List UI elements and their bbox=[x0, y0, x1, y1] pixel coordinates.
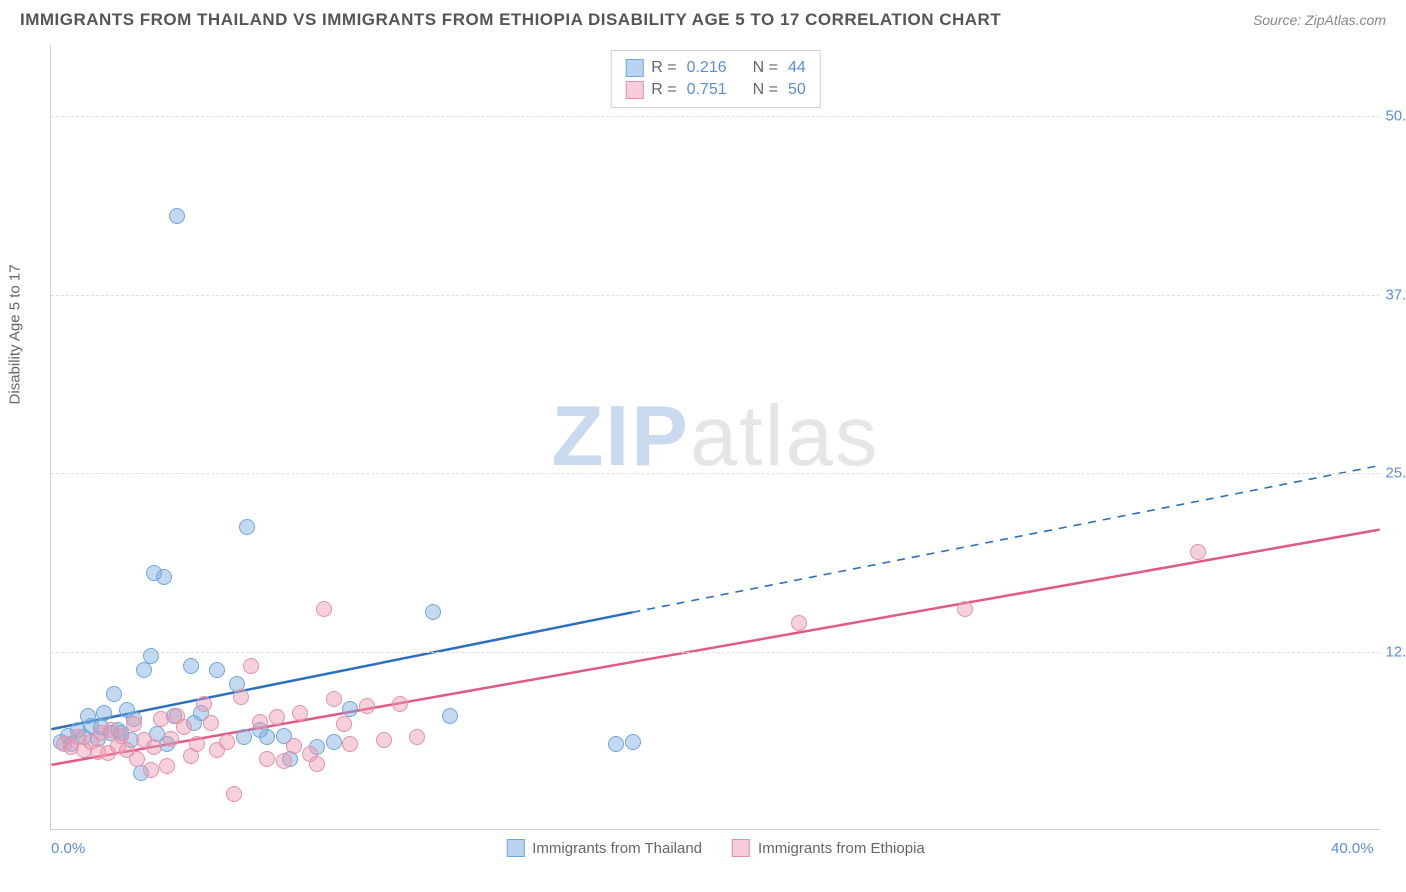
plot-area: ZIPatlas R =0.216N =44R =0.751N =50 Immi… bbox=[50, 45, 1380, 830]
series-legend-item: Immigrants from Ethiopia bbox=[732, 839, 925, 857]
gridline bbox=[51, 652, 1380, 653]
scatter-point bbox=[196, 696, 212, 712]
scatter-point bbox=[183, 658, 199, 674]
scatter-point bbox=[129, 751, 145, 767]
scatter-point bbox=[143, 762, 159, 778]
scatter-point bbox=[286, 738, 302, 754]
scatter-point bbox=[1190, 544, 1206, 560]
scatter-point bbox=[203, 715, 219, 731]
scatter-point bbox=[392, 696, 408, 712]
scatter-point bbox=[292, 705, 308, 721]
scatter-point bbox=[342, 701, 358, 717]
y-tick-label: 50.0% bbox=[1385, 108, 1406, 125]
scatter-point bbox=[342, 736, 358, 752]
scatter-point bbox=[259, 751, 275, 767]
scatter-point bbox=[276, 753, 292, 769]
scatter-point bbox=[146, 739, 162, 755]
scatter-point bbox=[156, 569, 172, 585]
scatter-point bbox=[425, 604, 441, 620]
scatter-point bbox=[409, 729, 425, 745]
chart-container: Disability Age 5 to 17 ZIPatlas R =0.216… bbox=[50, 45, 1380, 830]
scatter-point bbox=[163, 731, 179, 747]
legend-swatch bbox=[732, 839, 750, 857]
scatter-point bbox=[236, 729, 252, 745]
scatter-point bbox=[326, 691, 342, 707]
source-attribution: Source: ZipAtlas.com bbox=[1253, 12, 1386, 28]
scatter-point bbox=[226, 786, 242, 802]
scatter-point bbox=[96, 705, 112, 721]
series-legend-label: Immigrants from Thailand bbox=[532, 840, 702, 857]
y-tick-label: 25.0% bbox=[1385, 465, 1406, 482]
scatter-point bbox=[106, 686, 122, 702]
scatter-point bbox=[189, 736, 205, 752]
scatter-point bbox=[957, 601, 973, 617]
legend-swatch bbox=[506, 839, 524, 857]
scatter-point bbox=[309, 756, 325, 772]
gridline bbox=[51, 295, 1380, 296]
trend-lines bbox=[51, 45, 1380, 829]
scatter-point bbox=[608, 736, 624, 752]
chart-title: IMMIGRANTS FROM THAILAND VS IMMIGRANTS F… bbox=[20, 10, 1001, 30]
series-legend-item: Immigrants from Thailand bbox=[506, 839, 702, 857]
series-legend: Immigrants from Thailand Immigrants from … bbox=[506, 839, 925, 857]
scatter-point bbox=[259, 729, 275, 745]
scatter-point bbox=[252, 714, 268, 730]
scatter-point bbox=[126, 716, 142, 732]
series-legend-label: Immigrants from Ethiopia bbox=[758, 840, 925, 857]
y-axis-label: Disability Age 5 to 17 bbox=[7, 264, 24, 404]
scatter-point bbox=[176, 719, 192, 735]
scatter-point bbox=[269, 709, 285, 725]
scatter-point bbox=[243, 658, 259, 674]
scatter-point bbox=[153, 711, 169, 727]
trend-line bbox=[51, 530, 1379, 765]
scatter-point bbox=[209, 662, 225, 678]
scatter-point bbox=[219, 734, 235, 750]
scatter-point bbox=[625, 734, 641, 750]
scatter-point bbox=[136, 662, 152, 678]
scatter-point bbox=[239, 519, 255, 535]
gridline bbox=[51, 116, 1380, 117]
trend-line-extrapolated bbox=[632, 466, 1379, 613]
scatter-point bbox=[359, 698, 375, 714]
scatter-point bbox=[336, 716, 352, 732]
y-tick-label: 12.5% bbox=[1385, 643, 1406, 660]
scatter-point bbox=[791, 615, 807, 631]
scatter-point bbox=[442, 708, 458, 724]
scatter-point bbox=[233, 689, 249, 705]
scatter-point bbox=[143, 648, 159, 664]
scatter-point bbox=[159, 758, 175, 774]
gridline bbox=[51, 473, 1380, 474]
scatter-point bbox=[316, 601, 332, 617]
scatter-point bbox=[376, 732, 392, 748]
x-tick-label: 0.0% bbox=[51, 840, 85, 857]
scatter-point bbox=[326, 734, 342, 750]
scatter-point bbox=[169, 208, 185, 224]
y-tick-label: 37.5% bbox=[1385, 286, 1406, 303]
x-tick-label: 40.0% bbox=[1331, 840, 1374, 857]
